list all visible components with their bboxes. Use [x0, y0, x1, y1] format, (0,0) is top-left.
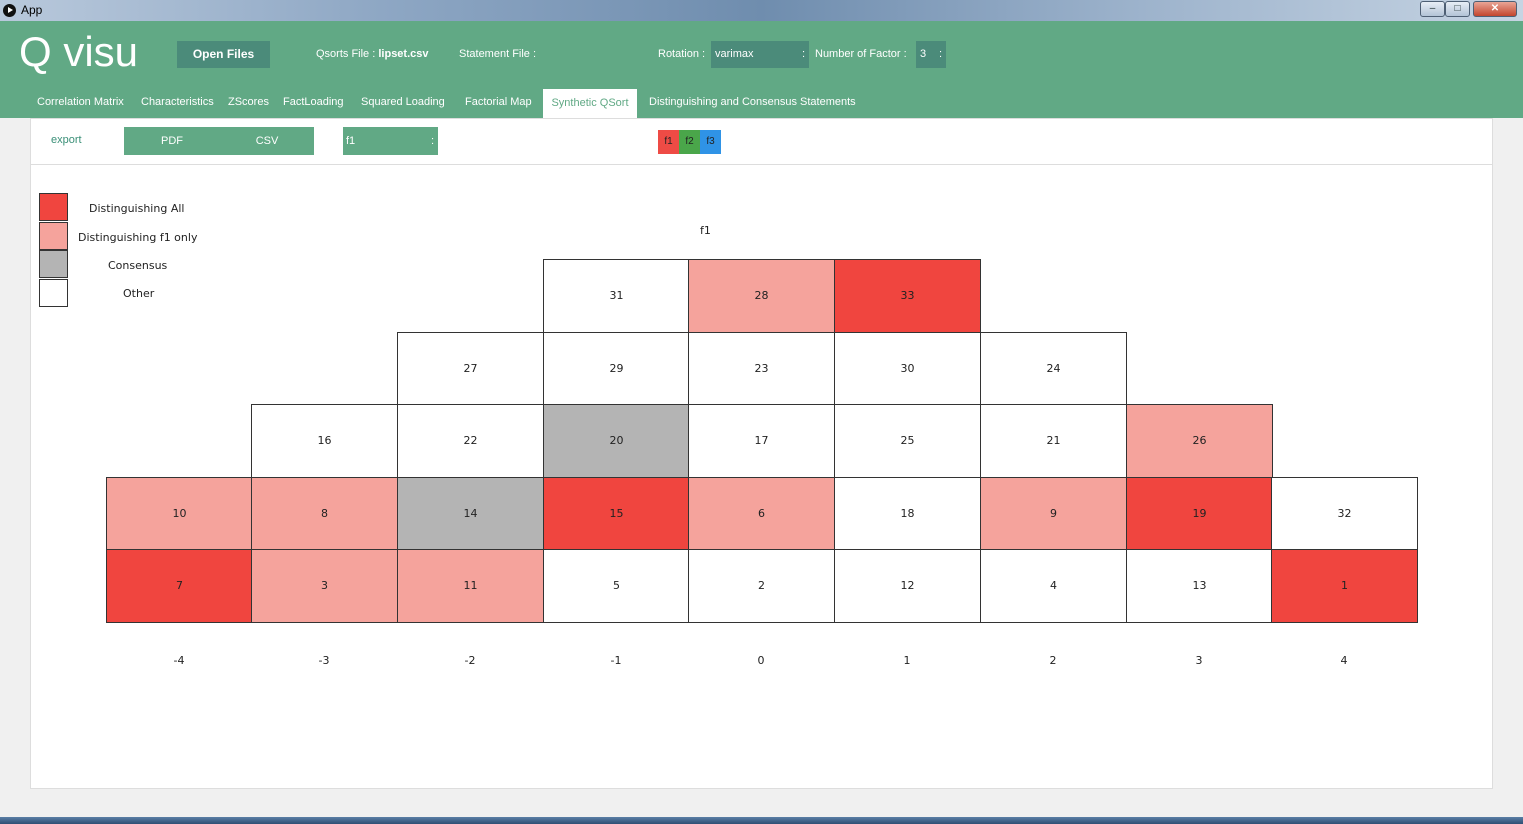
close-button[interactable]: ✕: [1473, 1, 1517, 17]
window-titlebar: App – □ ✕: [0, 0, 1523, 22]
legend-swatch-distinguishing-all: [39, 193, 68, 221]
qsort-cell-27: 27: [397, 331, 544, 405]
tab-factloading[interactable]: FactLoading: [283, 96, 344, 108]
statement-file-label: Statement File :: [459, 48, 537, 60]
qsort-cell-11: 11: [397, 549, 544, 623]
dropdown-arrow-icon: :: [801, 48, 805, 60]
tab-synthetic-qsort[interactable]: Synthetic QSort: [543, 89, 637, 118]
column-label: -2: [464, 654, 476, 667]
qsort-cell-15: 15: [543, 476, 690, 550]
legend-label-distinguishing-all: Distinguishing All: [89, 202, 185, 215]
factor-select[interactable]: f1 :: [343, 127, 438, 155]
factor-count-label: Number of Factor :: [815, 48, 907, 60]
app-header: Q visu Open Files Qsorts File : lipset.c…: [0, 21, 1523, 118]
qsort-cell-10: 10: [106, 476, 253, 550]
tab-distinguishing-consensus[interactable]: Distinguishing and Consensus Statements: [649, 96, 856, 108]
qsorts-file-value: lipset.csv: [378, 48, 429, 60]
legend-swatch-distinguishing-f1: [39, 222, 68, 250]
qsort-cell-1: 1: [1271, 549, 1418, 623]
qsort-cell-30: 30: [834, 331, 981, 405]
legend-label-consensus: Consensus: [108, 259, 168, 272]
factor-f3-button[interactable]: f3: [700, 130, 721, 154]
factor-count-value: 3: [920, 48, 927, 60]
column-label: -1: [610, 654, 622, 667]
qsort-cell-16: 16: [251, 404, 398, 478]
qsort-cell-6: 6: [688, 476, 835, 550]
qsorts-label-text: Qsorts File :: [316, 48, 376, 60]
tab-zscores[interactable]: ZScores: [228, 96, 269, 108]
column-label: 4: [1340, 654, 1348, 667]
tab-correlation-matrix[interactable]: Correlation Matrix: [37, 96, 124, 108]
qsort-cell-19: 19: [1126, 476, 1273, 550]
open-files-button[interactable]: Open Files: [177, 41, 270, 68]
tab-characteristics[interactable]: Characteristics: [141, 96, 214, 108]
factor-f1-button[interactable]: f1: [658, 130, 679, 154]
qsort-cell-31: 31: [543, 259, 690, 333]
dropdown-arrow-icon: :: [430, 135, 434, 147]
export-label: export: [51, 134, 82, 146]
tab-squared-loading[interactable]: Squared Loading: [361, 96, 445, 108]
qsort-cell-18: 18: [834, 476, 981, 550]
legend-label-other: Other: [123, 287, 155, 300]
qsort-cell-2: 2: [688, 549, 835, 623]
qsort-cell-22: 22: [397, 404, 544, 478]
qsort-cell-4: 4: [980, 549, 1127, 623]
column-label: 2: [1049, 654, 1057, 667]
toolbar-divider: [30, 164, 1493, 165]
legend-swatch-consensus: [39, 250, 68, 278]
chart-title: f1: [700, 224, 711, 237]
qsort-cell-9: 9: [980, 476, 1127, 550]
qsort-cell-25: 25: [834, 404, 981, 478]
qsort-cell-12: 12: [834, 549, 981, 623]
rotation-value: varimax: [715, 48, 754, 60]
taskbar: [0, 817, 1523, 824]
column-label: -3: [318, 654, 330, 667]
column-label: 3: [1195, 654, 1203, 667]
app-icon: [3, 4, 16, 17]
legend-label-distinguishing-f1: Distinguishing f1 only: [78, 231, 198, 244]
qsort-cell-24: 24: [980, 331, 1127, 405]
qsort-cell-14: 14: [397, 476, 544, 550]
export-csv-button[interactable]: CSV: [220, 127, 314, 155]
factor-f2-button[interactable]: f2: [679, 130, 700, 154]
maximize-button[interactable]: □: [1445, 1, 1470, 17]
rotation-label: Rotation :: [658, 48, 706, 60]
window-title: App: [21, 3, 43, 17]
column-label: 0: [757, 654, 765, 667]
tab-factorial-map[interactable]: Factorial Map: [465, 96, 532, 108]
qsort-cell-13: 13: [1126, 549, 1273, 623]
qsort-cell-23: 23: [688, 331, 835, 405]
dropdown-arrow-icon: :: [938, 48, 942, 60]
qsort-cell-32: 32: [1271, 476, 1418, 550]
qsort-cell-29: 29: [543, 331, 690, 405]
qsorts-file-label: Qsorts File : lipset.csv: [316, 48, 429, 60]
minimize-button[interactable]: –: [1420, 1, 1445, 17]
qsort-cell-7: 7: [106, 549, 253, 623]
qsort-cell-3: 3: [251, 549, 398, 623]
factor-select-value: f1: [346, 135, 356, 147]
rotation-select[interactable]: varimax :: [711, 41, 809, 68]
factor-count-select[interactable]: 3 :: [916, 41, 946, 68]
qsort-cell-17: 17: [688, 404, 835, 478]
qsort-cell-28: 28: [688, 259, 835, 333]
column-label: 1: [903, 654, 911, 667]
column-label: -4: [173, 654, 185, 667]
legend-swatch-other: [39, 279, 68, 307]
app-logo: Q visu: [19, 28, 139, 75]
qsort-cell-20: 20: [543, 404, 690, 478]
qsort-cell-26: 26: [1126, 404, 1273, 478]
qsort-cell-33: 33: [834, 259, 981, 333]
qsort-cell-21: 21: [980, 404, 1127, 478]
qsort-cell-8: 8: [251, 476, 398, 550]
qsort-cell-5: 5: [543, 549, 690, 623]
export-pdf-button[interactable]: PDF: [124, 127, 220, 155]
